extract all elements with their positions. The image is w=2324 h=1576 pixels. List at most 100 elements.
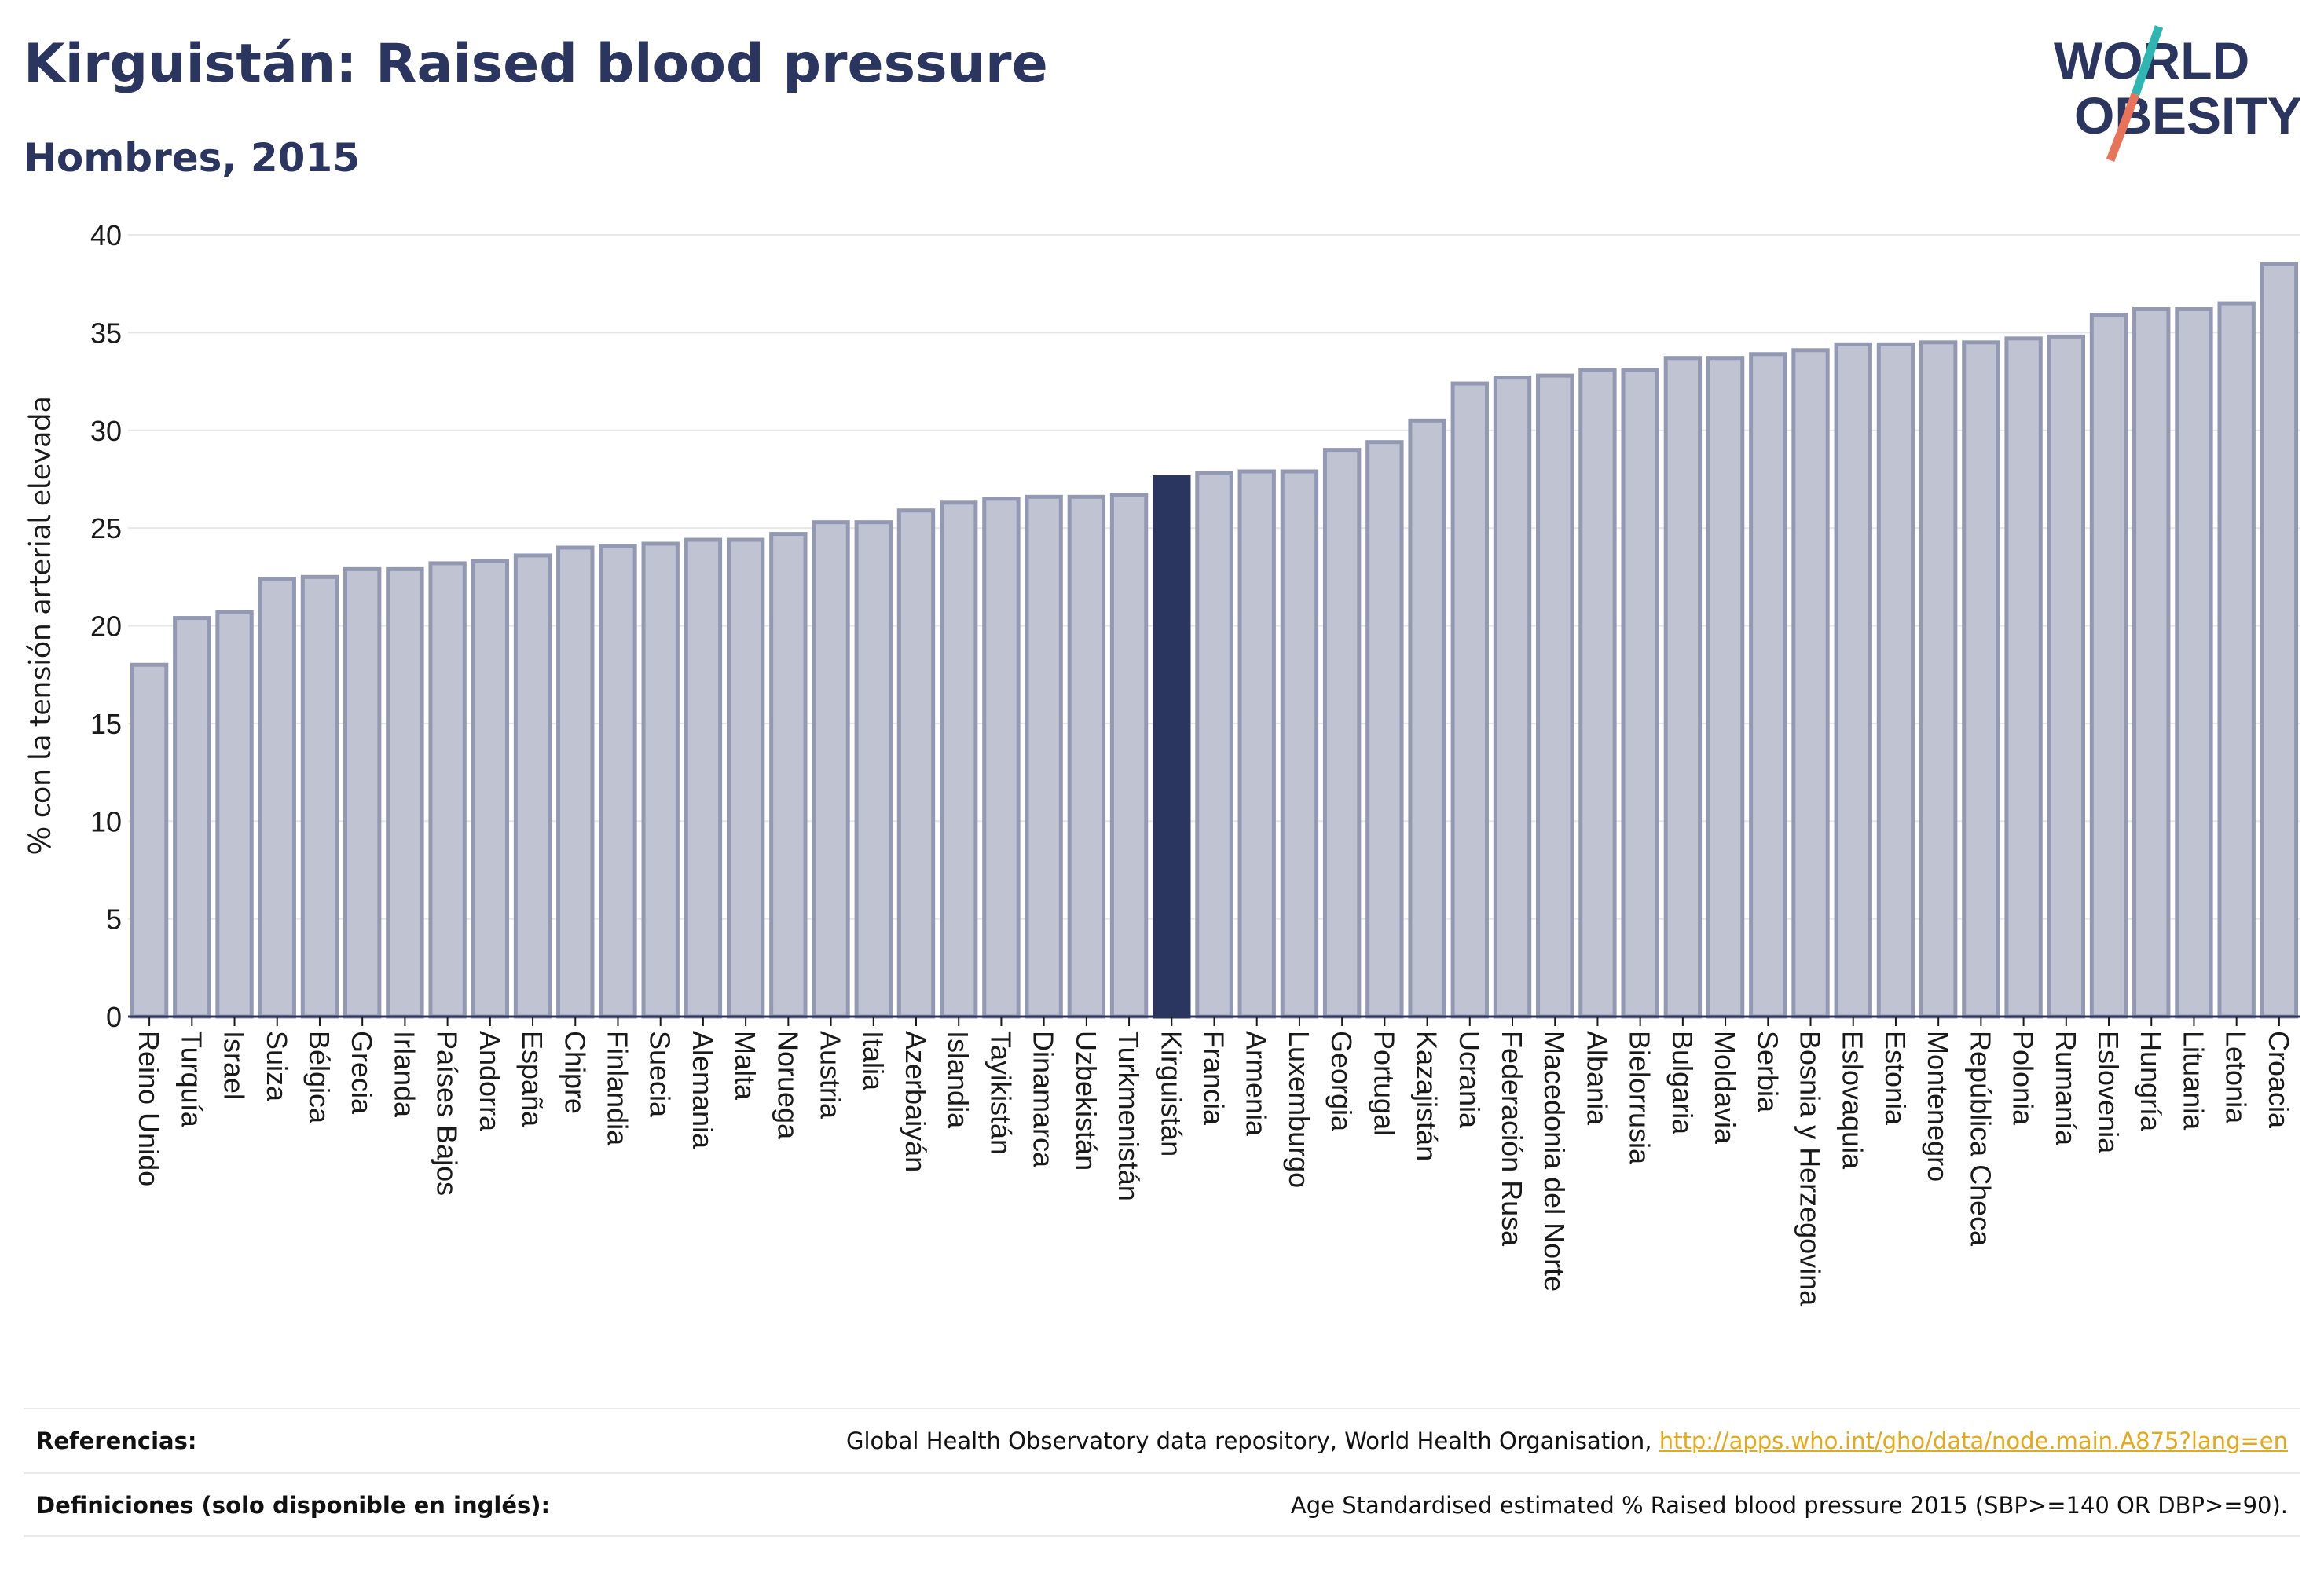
x-tick-label: Georgia [1325, 1031, 1358, 1132]
logo-slash-teal [2131, 25, 2164, 96]
x-tick-label: Países Bajos [431, 1031, 464, 1196]
bar[interactable] [1237, 469, 1276, 1019]
bar[interactable] [854, 520, 893, 1019]
x-tick-label: Suiza [261, 1031, 293, 1102]
bar[interactable] [1621, 368, 1659, 1019]
definitions-label: Definiciones (solo disponible en inglés)… [36, 1492, 551, 1519]
x-tick-label: Malta [729, 1031, 761, 1101]
bar[interactable] [2217, 301, 2256, 1019]
x-tick-label: Reino Unido [133, 1031, 165, 1186]
bar[interactable] [1578, 368, 1617, 1019]
definitions-row: Definiciones (solo disponible en inglés)… [24, 1472, 2300, 1537]
bar[interactable] [1919, 340, 1958, 1019]
bar[interactable] [2260, 262, 2299, 1019]
x-tick-label: Azerbaiyán [900, 1031, 932, 1172]
bar[interactable] [1791, 348, 1830, 1019]
chart-subtitle: Hombres, 2015 [24, 135, 360, 181]
bar[interactable] [726, 537, 765, 1019]
bar[interactable] [343, 566, 382, 1019]
bar[interactable] [130, 662, 169, 1019]
bar[interactable] [1322, 448, 1362, 1019]
x-tick-label: Italia [857, 1031, 889, 1091]
bar[interactable] [1280, 469, 1319, 1019]
bar[interactable] [684, 537, 723, 1019]
x-tick-label: Estonia [1879, 1031, 1912, 1126]
bar[interactable] [2089, 313, 2128, 1019]
bar[interactable] [300, 574, 339, 1019]
bar[interactable] [513, 553, 552, 1019]
bar[interactable] [1408, 418, 1446, 1019]
x-tick-label: Dinamarca [1028, 1031, 1060, 1168]
bar[interactable] [1749, 352, 1787, 1019]
bar-chart: 0 5 10 15 20 25 30 35 40 Reino Unido Turquía Israe… [20, 219, 2300, 1307]
references-value: Global Health Observatory data repositor… [846, 1428, 2300, 1454]
logo-slash-coral [2106, 93, 2140, 162]
x-tick-label: República Checa [1964, 1031, 1996, 1247]
x-tick-label: Rumanía [2050, 1031, 2082, 1146]
bars [130, 262, 2299, 1019]
x-tick-label: Francia [1198, 1031, 1230, 1126]
references-link[interactable]: http://apps.who.int/gho/data/node.main.A… [1659, 1428, 2288, 1454]
x-tick-label: Bulgaria [1666, 1031, 1699, 1135]
y-tick-label: 35 [90, 317, 122, 349]
bar[interactable] [1025, 494, 1063, 1019]
bar[interactable] [1153, 475, 1191, 1019]
y-tick-label: 30 [90, 415, 122, 447]
bar[interactable] [556, 545, 595, 1019]
bar[interactable] [1536, 373, 1574, 1019]
bar[interactable] [2004, 336, 2043, 1019]
references-label: Referencias: [36, 1428, 197, 1454]
bar[interactable] [215, 610, 254, 1019]
bar[interactable] [428, 561, 467, 1019]
bar[interactable] [1876, 342, 1915, 1019]
bar[interactable] [1109, 493, 1149, 1019]
bar[interactable] [1195, 471, 1233, 1019]
x-axis-ticks: Reino Unido Turquía Israel Suiza Bélgica Grec… [133, 1017, 2295, 1307]
x-tick-label: Albania [1581, 1031, 1613, 1126]
x-tick-label: Finlandia [601, 1031, 633, 1146]
definitions-text: Age Standardised estimated % Raised bloo… [1290, 1492, 2288, 1519]
bar[interactable] [1962, 340, 2000, 1019]
bar[interactable] [2047, 334, 2085, 1019]
x-tick-label: Suecia [644, 1031, 676, 1118]
bar[interactable] [1834, 342, 1872, 1019]
x-tick-label: Grecia [346, 1031, 378, 1115]
bar[interactable] [940, 500, 978, 1019]
x-tick-label: Turkmenistán [1113, 1031, 1145, 1201]
y-tick-label: 15 [90, 708, 122, 740]
x-tick-label: Turquía [175, 1031, 207, 1128]
bar[interactable] [1450, 381, 1489, 1019]
y-tick-label: 10 [90, 805, 122, 837]
y-tick-label: 40 [90, 219, 122, 251]
bar[interactable] [2175, 307, 2213, 1019]
bar[interactable] [173, 616, 211, 1019]
bar[interactable] [2132, 307, 2171, 1019]
bar[interactable] [982, 497, 1021, 1019]
x-tick-label: Serbia [1751, 1031, 1783, 1113]
references-row: Referencias: Global Health Observatory d… [24, 1408, 2300, 1472]
bar[interactable] [769, 532, 808, 1019]
bar[interactable] [1067, 494, 1106, 1019]
bar[interactable] [641, 541, 680, 1019]
world-obesity-logo: WORLD OBESITY [2054, 25, 2300, 162]
y-tick-label: 0 [106, 1001, 122, 1033]
x-tick-label: Chipre [559, 1031, 591, 1114]
x-tick-label: Islandia [942, 1031, 974, 1129]
bar[interactable] [896, 508, 936, 1019]
bar[interactable] [258, 577, 296, 1019]
bar[interactable] [1663, 356, 1703, 1019]
chart-title: Kirguistán: Raised blood pressure [24, 33, 1048, 95]
bar[interactable] [599, 544, 637, 1019]
bar[interactable] [1493, 376, 1532, 1019]
y-axis-title: % con la tensión arterial elevada [20, 396, 62, 855]
bar[interactable] [812, 520, 850, 1019]
bar[interactable] [386, 566, 424, 1019]
x-tick-label: Bélgica [303, 1031, 335, 1124]
y-axis-ticks: 0 5 10 15 20 25 30 35 40 [90, 219, 122, 1033]
bar[interactable] [1365, 440, 1404, 1019]
x-tick-label: Bielorrusia [1624, 1031, 1656, 1165]
x-tick-label: Bosnia y Herzegovina [1794, 1031, 1827, 1307]
bar[interactable] [471, 559, 510, 1019]
x-tick-label: Kirguistán [1155, 1031, 1187, 1156]
bar[interactable] [1706, 356, 1745, 1019]
